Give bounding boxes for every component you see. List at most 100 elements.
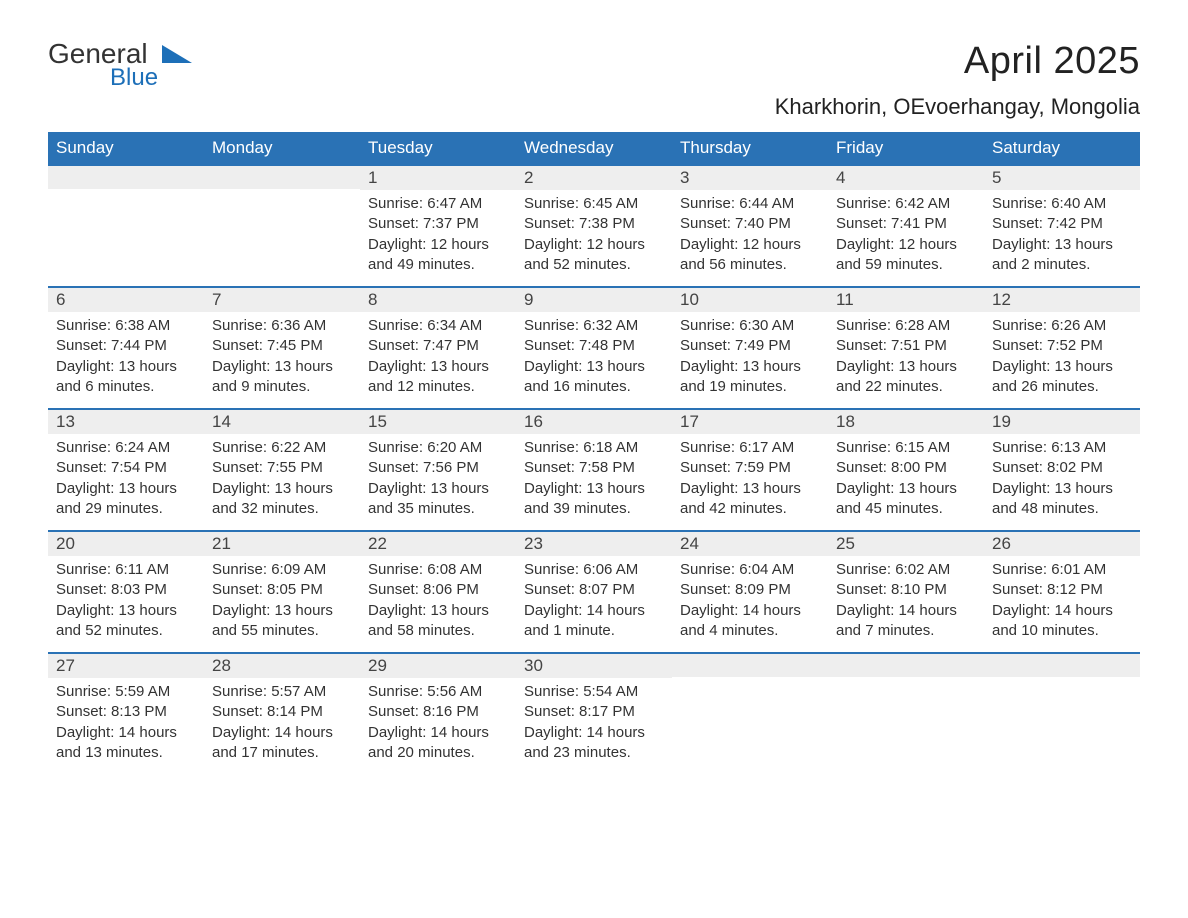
day-number: 20 bbox=[48, 532, 204, 556]
sunset-text: Sunset: 7:48 PM bbox=[524, 336, 664, 356]
day-number: 14 bbox=[204, 410, 360, 434]
day-body: Sunrise: 5:59 AMSunset: 8:13 PMDaylight:… bbox=[48, 678, 204, 769]
calendar-day: 24Sunrise: 6:04 AMSunset: 8:09 PMDayligh… bbox=[672, 532, 828, 652]
day-number: 27 bbox=[48, 654, 204, 678]
sunrise-text: Sunrise: 5:54 AM bbox=[524, 682, 664, 702]
sunrise-text: Sunrise: 6:09 AM bbox=[212, 560, 352, 580]
daylight-text: Daylight: 13 hours and 45 minutes. bbox=[836, 479, 976, 520]
day-number: 5 bbox=[984, 166, 1140, 190]
sunset-text: Sunset: 7:47 PM bbox=[368, 336, 508, 356]
calendar-day: 25Sunrise: 6:02 AMSunset: 8:10 PMDayligh… bbox=[828, 532, 984, 652]
day-body bbox=[204, 189, 360, 199]
calendar-day: 4Sunrise: 6:42 AMSunset: 7:41 PMDaylight… bbox=[828, 166, 984, 286]
day-header-tuesday: Tuesday bbox=[360, 132, 516, 164]
calendar-day: 5Sunrise: 6:40 AMSunset: 7:42 PMDaylight… bbox=[984, 166, 1140, 286]
sunrise-text: Sunrise: 6:28 AM bbox=[836, 316, 976, 336]
sunset-text: Sunset: 7:41 PM bbox=[836, 214, 976, 234]
sunset-text: Sunset: 8:16 PM bbox=[368, 702, 508, 722]
calendar-day bbox=[204, 166, 360, 286]
day-body: Sunrise: 6:26 AMSunset: 7:52 PMDaylight:… bbox=[984, 312, 1140, 403]
logo-word-blue: Blue bbox=[48, 66, 158, 90]
calendar-week: 13Sunrise: 6:24 AMSunset: 7:54 PMDayligh… bbox=[48, 408, 1140, 530]
day-number bbox=[672, 654, 828, 677]
day-body: Sunrise: 6:36 AMSunset: 7:45 PMDaylight:… bbox=[204, 312, 360, 403]
daylight-text: Daylight: 14 hours and 23 minutes. bbox=[524, 723, 664, 764]
day-body: Sunrise: 6:20 AMSunset: 7:56 PMDaylight:… bbox=[360, 434, 516, 525]
day-number: 26 bbox=[984, 532, 1140, 556]
daylight-text: Daylight: 13 hours and 55 minutes. bbox=[212, 601, 352, 642]
day-body: Sunrise: 5:54 AMSunset: 8:17 PMDaylight:… bbox=[516, 678, 672, 769]
daylight-text: Daylight: 13 hours and 6 minutes. bbox=[56, 357, 196, 398]
day-body: Sunrise: 6:18 AMSunset: 7:58 PMDaylight:… bbox=[516, 434, 672, 525]
sunset-text: Sunset: 8:10 PM bbox=[836, 580, 976, 600]
day-body: Sunrise: 6:34 AMSunset: 7:47 PMDaylight:… bbox=[360, 312, 516, 403]
calendar-day: 1Sunrise: 6:47 AMSunset: 7:37 PMDaylight… bbox=[360, 166, 516, 286]
header-row: General Blue April 2025 bbox=[48, 40, 1140, 90]
day-body: Sunrise: 6:01 AMSunset: 8:12 PMDaylight:… bbox=[984, 556, 1140, 647]
calendar-week: 27Sunrise: 5:59 AMSunset: 8:13 PMDayligh… bbox=[48, 652, 1140, 774]
calendar-day: 23Sunrise: 6:06 AMSunset: 8:07 PMDayligh… bbox=[516, 532, 672, 652]
day-number: 15 bbox=[360, 410, 516, 434]
day-body: Sunrise: 6:32 AMSunset: 7:48 PMDaylight:… bbox=[516, 312, 672, 403]
day-number: 29 bbox=[360, 654, 516, 678]
calendar-day: 13Sunrise: 6:24 AMSunset: 7:54 PMDayligh… bbox=[48, 410, 204, 530]
sunrise-text: Sunrise: 5:57 AM bbox=[212, 682, 352, 702]
day-body: Sunrise: 6:28 AMSunset: 7:51 PMDaylight:… bbox=[828, 312, 984, 403]
daylight-text: Daylight: 13 hours and 32 minutes. bbox=[212, 479, 352, 520]
sunset-text: Sunset: 7:59 PM bbox=[680, 458, 820, 478]
daylight-text: Daylight: 12 hours and 56 minutes. bbox=[680, 235, 820, 276]
daylight-text: Daylight: 13 hours and 29 minutes. bbox=[56, 479, 196, 520]
sunrise-text: Sunrise: 6:30 AM bbox=[680, 316, 820, 336]
calendar-day: 26Sunrise: 6:01 AMSunset: 8:12 PMDayligh… bbox=[984, 532, 1140, 652]
sunrise-text: Sunrise: 6:45 AM bbox=[524, 194, 664, 214]
day-body: Sunrise: 6:06 AMSunset: 8:07 PMDaylight:… bbox=[516, 556, 672, 647]
calendar-day: 15Sunrise: 6:20 AMSunset: 7:56 PMDayligh… bbox=[360, 410, 516, 530]
sunset-text: Sunset: 7:49 PM bbox=[680, 336, 820, 356]
calendar-day: 9Sunrise: 6:32 AMSunset: 7:48 PMDaylight… bbox=[516, 288, 672, 408]
sunset-text: Sunset: 8:14 PM bbox=[212, 702, 352, 722]
day-number: 18 bbox=[828, 410, 984, 434]
sunset-text: Sunset: 7:40 PM bbox=[680, 214, 820, 234]
calendar-day: 30Sunrise: 5:54 AMSunset: 8:17 PMDayligh… bbox=[516, 654, 672, 774]
calendar-day: 19Sunrise: 6:13 AMSunset: 8:02 PMDayligh… bbox=[984, 410, 1140, 530]
day-number bbox=[984, 654, 1140, 677]
sunrise-text: Sunrise: 6:32 AM bbox=[524, 316, 664, 336]
sunrise-text: Sunrise: 6:36 AM bbox=[212, 316, 352, 336]
daylight-text: Daylight: 13 hours and 52 minutes. bbox=[56, 601, 196, 642]
day-number: 28 bbox=[204, 654, 360, 678]
weeks-container: 1Sunrise: 6:47 AMSunset: 7:37 PMDaylight… bbox=[48, 164, 1140, 774]
sunset-text: Sunset: 7:58 PM bbox=[524, 458, 664, 478]
day-body: Sunrise: 6:47 AMSunset: 7:37 PMDaylight:… bbox=[360, 190, 516, 281]
daylight-text: Daylight: 14 hours and 13 minutes. bbox=[56, 723, 196, 764]
day-body: Sunrise: 6:45 AMSunset: 7:38 PMDaylight:… bbox=[516, 190, 672, 281]
day-number: 4 bbox=[828, 166, 984, 190]
day-number: 8 bbox=[360, 288, 516, 312]
sunrise-text: Sunrise: 5:59 AM bbox=[56, 682, 196, 702]
page-title: April 2025 bbox=[964, 40, 1140, 83]
daylight-text: Daylight: 14 hours and 1 minute. bbox=[524, 601, 664, 642]
calendar-day: 28Sunrise: 5:57 AMSunset: 8:14 PMDayligh… bbox=[204, 654, 360, 774]
calendar-day: 3Sunrise: 6:44 AMSunset: 7:40 PMDaylight… bbox=[672, 166, 828, 286]
day-body: Sunrise: 6:22 AMSunset: 7:55 PMDaylight:… bbox=[204, 434, 360, 525]
day-number: 3 bbox=[672, 166, 828, 190]
calendar-week: 6Sunrise: 6:38 AMSunset: 7:44 PMDaylight… bbox=[48, 286, 1140, 408]
logo: General Blue bbox=[48, 40, 192, 90]
day-body: Sunrise: 6:38 AMSunset: 7:44 PMDaylight:… bbox=[48, 312, 204, 403]
day-number: 2 bbox=[516, 166, 672, 190]
day-number: 21 bbox=[204, 532, 360, 556]
sunrise-text: Sunrise: 6:34 AM bbox=[368, 316, 508, 336]
calendar-day: 14Sunrise: 6:22 AMSunset: 7:55 PMDayligh… bbox=[204, 410, 360, 530]
sunrise-text: Sunrise: 6:22 AM bbox=[212, 438, 352, 458]
day-number: 17 bbox=[672, 410, 828, 434]
calendar-day: 29Sunrise: 5:56 AMSunset: 8:16 PMDayligh… bbox=[360, 654, 516, 774]
sunrise-text: Sunrise: 6:38 AM bbox=[56, 316, 196, 336]
daylight-text: Daylight: 13 hours and 19 minutes. bbox=[680, 357, 820, 398]
day-body: Sunrise: 6:44 AMSunset: 7:40 PMDaylight:… bbox=[672, 190, 828, 281]
daylight-text: Daylight: 13 hours and 39 minutes. bbox=[524, 479, 664, 520]
calendar-day bbox=[984, 654, 1140, 774]
sunset-text: Sunset: 7:51 PM bbox=[836, 336, 976, 356]
daylight-text: Daylight: 14 hours and 4 minutes. bbox=[680, 601, 820, 642]
day-number: 19 bbox=[984, 410, 1140, 434]
sunset-text: Sunset: 7:37 PM bbox=[368, 214, 508, 234]
day-body: Sunrise: 6:15 AMSunset: 8:00 PMDaylight:… bbox=[828, 434, 984, 525]
